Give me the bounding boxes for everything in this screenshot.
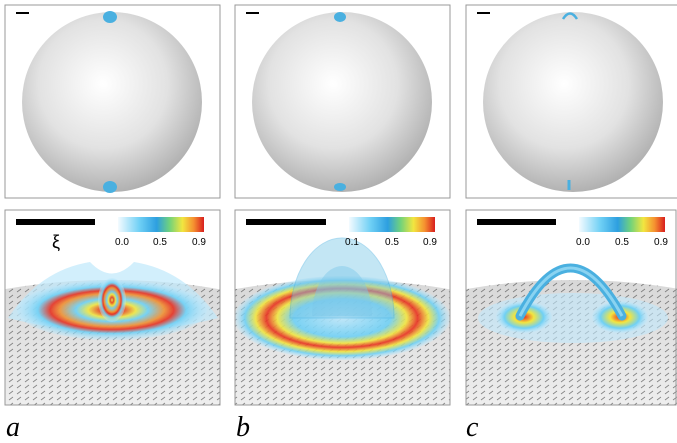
- colorbar-tick: 0.5: [153, 237, 167, 248]
- panel-label: a: [6, 412, 20, 443]
- sphere-panel: [4, 4, 221, 199]
- symbol: ξ: [52, 232, 60, 252]
- colorbar-tick: 0.0: [115, 237, 129, 248]
- colorbar-tick: 0.9: [192, 237, 206, 248]
- panel-label: b: [236, 412, 250, 443]
- panel-label: c: [466, 412, 479, 443]
- colorbar-tick: 0.1: [345, 237, 359, 248]
- colorbar-tick: 0.5: [615, 237, 629, 248]
- colorbar-tick: 0.9: [423, 237, 437, 248]
- colorbar-tick: 0.9: [654, 237, 668, 248]
- field-panel: [466, 210, 677, 405]
- field-panel: [235, 210, 450, 405]
- field-panel: [5, 210, 220, 405]
- colorbar-tick: 0.0: [576, 237, 590, 248]
- sphere-panel: [465, 4, 677, 199]
- sphere-panel: [234, 4, 451, 199]
- colorbar-tick: 0.5: [385, 237, 399, 248]
